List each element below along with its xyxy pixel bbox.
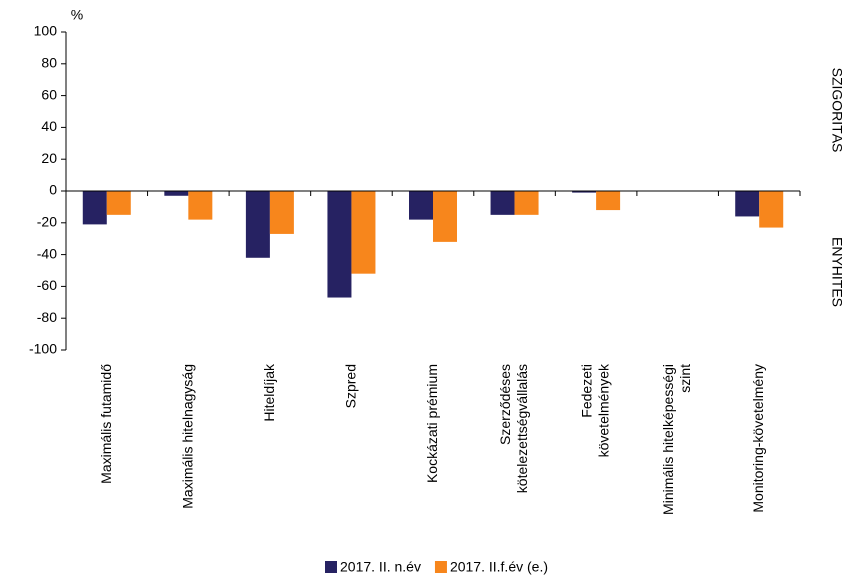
- y-tick-label: -100: [29, 341, 57, 357]
- bar: [106, 191, 131, 215]
- bar: [735, 191, 760, 217]
- legend-swatch: [325, 561, 337, 573]
- x-tick-label: Szerződéseskötelezettségvállalás: [497, 364, 530, 493]
- x-tick-label: Monitoring-követelmény: [750, 364, 766, 513]
- legend-label: 2017. II. n.év: [340, 559, 421, 575]
- x-tick-label-line: Maximális hitelnagyság: [179, 364, 195, 509]
- x-tick-label: Maximális hitelnagyság: [179, 364, 195, 509]
- x-tick-label-line: Hiteldíjak: [261, 363, 277, 422]
- x-tick-label: Minimális hitelképességiszint: [660, 364, 693, 515]
- bar: [245, 191, 270, 258]
- y-tick-label: 40: [41, 118, 57, 134]
- y-tick-label: -60: [37, 277, 57, 293]
- bar: [759, 191, 784, 228]
- x-tick-label-line: szint: [677, 364, 693, 393]
- bar: [269, 191, 294, 234]
- y-tick-label: 80: [41, 55, 57, 71]
- bar: [82, 191, 107, 225]
- bar: [490, 191, 515, 215]
- x-tick-label-line: Kockázati prémium: [424, 364, 440, 483]
- bar: [596, 191, 621, 211]
- x-tick-label-line: Szerződéses: [497, 364, 513, 445]
- y-tick-label: -20: [37, 214, 57, 230]
- x-tick-label: Kockázati prémium: [424, 364, 440, 483]
- y-tick-label: 0: [49, 182, 57, 198]
- bar: [188, 191, 213, 220]
- x-tick-label-line: Monitoring-követelmény: [750, 364, 766, 513]
- y-tick-label: -80: [37, 309, 57, 325]
- unit-label: %: [71, 7, 83, 23]
- bar: [164, 191, 189, 196]
- y-tick-label: 60: [41, 86, 57, 102]
- tightening-label: SZIGORÍTÁS: [829, 68, 843, 153]
- easing-label: ENYHÍTÉS: [829, 237, 843, 307]
- x-tick-label: Hiteldíjak: [261, 363, 277, 422]
- x-tick-label: Szpred: [342, 364, 358, 408]
- bar: [409, 191, 433, 220]
- y-tick-label: 100: [34, 23, 58, 39]
- x-tick-label-line: Szpred: [342, 364, 358, 408]
- x-tick-label-line: kötelezettségvállalás: [514, 364, 530, 493]
- x-tick-label-line: Minimális hitelképességi: [660, 364, 676, 515]
- bar: [433, 191, 457, 242]
- x-tick-label-line: Maximális futamidő: [97, 364, 113, 484]
- y-tick-label: 20: [41, 150, 57, 166]
- bar: [327, 191, 352, 298]
- y-tick-label: -40: [37, 245, 57, 261]
- x-tick-label-line: követelmények: [595, 363, 611, 457]
- x-tick-label-line: Fedezeti: [578, 364, 594, 418]
- bar: [351, 191, 376, 274]
- x-tick-label: Maximális futamidő: [97, 364, 113, 484]
- legend-swatch: [434, 561, 447, 573]
- bar: [514, 191, 539, 215]
- legend-label: 2017. II.f.év (e.): [450, 559, 548, 575]
- bar: [572, 191, 597, 193]
- x-tick-label: Fedezetikövetelmények: [578, 363, 611, 457]
